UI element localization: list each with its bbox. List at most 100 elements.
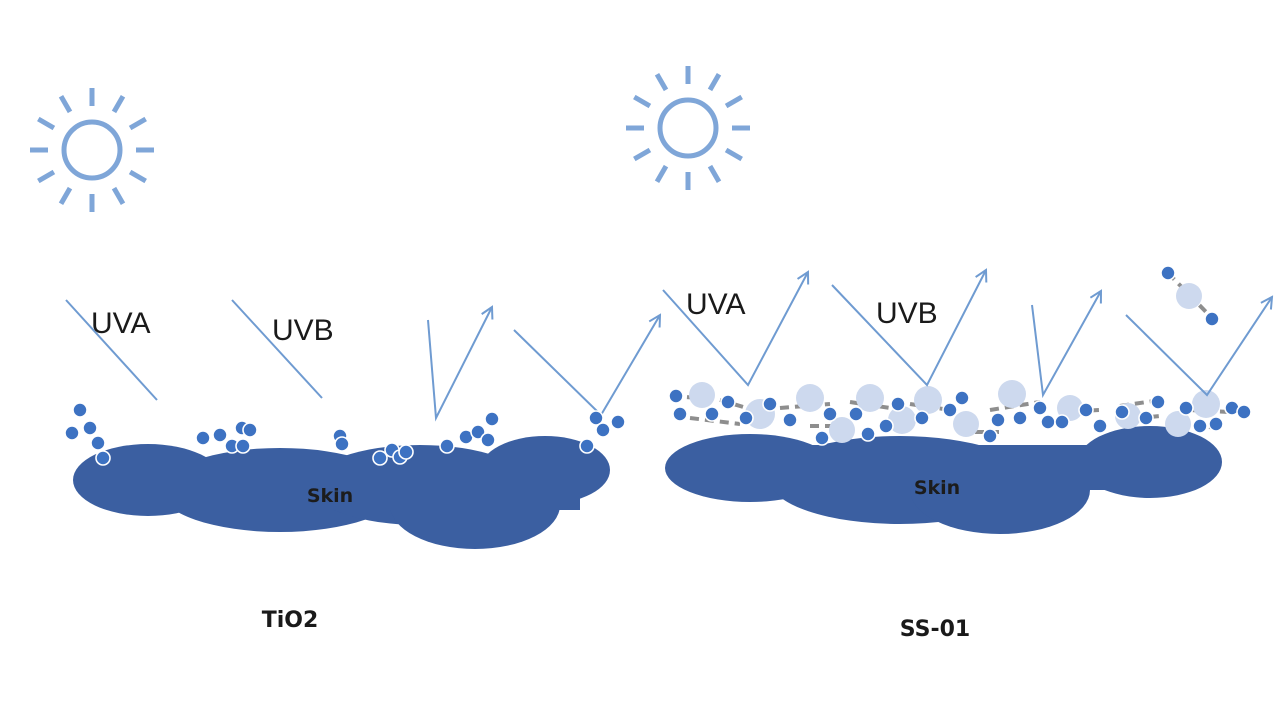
particle-light: [998, 380, 1026, 408]
particle: [1178, 400, 1194, 416]
particle: [64, 425, 80, 441]
sun-icon: [30, 88, 154, 212]
particle: [762, 396, 778, 412]
reflected-ray: [1031, 291, 1101, 399]
sun-ray: [707, 164, 722, 183]
reflected-rays: [427, 307, 660, 422]
particle: [954, 390, 970, 406]
particle: [195, 430, 211, 446]
particle: [579, 438, 595, 454]
panel-ss01: Skin UVA UVB SS-01: [626, 66, 1272, 642]
reflected-ray: [427, 307, 492, 422]
particle: [610, 414, 626, 430]
sun-core: [61, 119, 123, 181]
sun-icon: [626, 66, 750, 190]
particle-light: [888, 406, 916, 434]
particle: [860, 426, 876, 442]
sun-ray: [654, 164, 669, 183]
incident-and-reflected-rays: [662, 270, 1272, 399]
sun-ray: [111, 186, 126, 205]
particle: [814, 430, 830, 446]
sun-ray: [724, 147, 743, 162]
reflected-ray: [513, 315, 660, 417]
particle: [982, 428, 998, 444]
particle: [1204, 311, 1220, 327]
particle: [848, 406, 864, 422]
particle-light: [829, 417, 855, 443]
particle: [334, 436, 350, 452]
skin-base: [730, 445, 1190, 490]
reflected-ray: [1125, 297, 1272, 397]
uvb-label: UVB: [876, 297, 938, 330]
linker: [989, 400, 1041, 412]
sun-ray: [633, 147, 652, 162]
uvb-label: UVB: [272, 314, 334, 347]
particle: [782, 412, 798, 428]
particle: [235, 438, 251, 454]
particle: [1192, 418, 1208, 434]
particle-light: [689, 382, 715, 408]
particle: [890, 396, 906, 412]
uva-ray: [65, 299, 158, 401]
particle-light: [1192, 390, 1220, 418]
incident-rays: [65, 299, 323, 401]
particle: [914, 410, 930, 426]
particle: [878, 418, 894, 434]
detached-particle-cluster: [1160, 265, 1220, 327]
particle: [1032, 400, 1048, 416]
particle: [822, 406, 838, 422]
particle: [1078, 402, 1094, 418]
skin-layer: Skin: [665, 426, 1222, 534]
uvb-ray: [231, 299, 323, 399]
particle: [90, 435, 106, 451]
particle: [72, 402, 88, 418]
particle: [990, 412, 1006, 428]
skin-layer: Skin: [73, 436, 610, 549]
panel-caption: SS-01: [900, 617, 970, 642]
particle-light: [914, 386, 942, 414]
uva-ray: [662, 272, 808, 387]
particle: [1040, 414, 1056, 430]
sun-ray: [58, 95, 73, 114]
sun-ray: [654, 73, 669, 92]
particle: [1114, 404, 1130, 420]
particle: [1092, 418, 1108, 434]
particle: [942, 402, 958, 418]
panel-tio2: Skin UVA UVB TiO2: [30, 88, 660, 633]
sun-ray: [128, 116, 147, 131]
sun-ray: [128, 169, 147, 184]
particle: [595, 422, 611, 438]
particle: [1208, 416, 1224, 432]
skin-label: Skin: [914, 477, 960, 499]
sun-ray: [37, 169, 56, 184]
particle-network: [668, 380, 1252, 446]
particle: [1236, 404, 1252, 420]
particle-light: [856, 384, 884, 412]
particle-light: [1176, 283, 1202, 309]
particle: [1054, 414, 1070, 430]
particle: [95, 450, 111, 466]
particle: [480, 432, 496, 448]
particle: [1160, 265, 1176, 281]
particle-light: [1165, 411, 1191, 437]
sun-core: [657, 97, 719, 159]
particle: [470, 424, 486, 440]
sun-ray: [58, 186, 73, 205]
tio2-particles: [64, 402, 626, 466]
sun-ray: [111, 95, 126, 114]
particle: [720, 394, 736, 410]
linker: [689, 416, 741, 426]
sun-ray: [707, 73, 722, 92]
particle: [672, 406, 688, 422]
particle: [82, 420, 98, 436]
particle-light: [796, 384, 824, 412]
skin-label: Skin: [307, 485, 353, 507]
particle: [1150, 394, 1166, 410]
particle: [738, 410, 754, 426]
sun-ray: [633, 94, 652, 109]
panel-caption: TiO2: [262, 608, 319, 633]
uva-label: UVA: [91, 307, 150, 340]
uva-label: UVA: [686, 288, 745, 321]
particle: [588, 410, 604, 426]
